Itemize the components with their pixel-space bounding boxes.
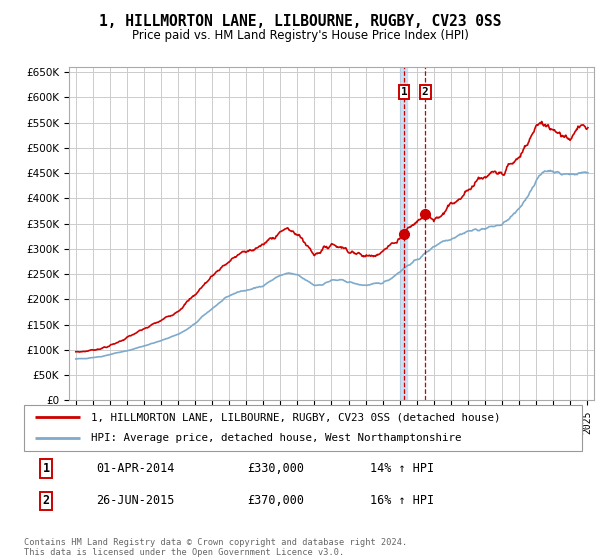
Text: £330,000: £330,000 <box>247 462 304 475</box>
Text: 01-APR-2014: 01-APR-2014 <box>97 462 175 475</box>
Text: Price paid vs. HM Land Registry's House Price Index (HPI): Price paid vs. HM Land Registry's House … <box>131 29 469 42</box>
Text: 14% ↑ HPI: 14% ↑ HPI <box>370 462 434 475</box>
Text: 1: 1 <box>401 87 407 97</box>
Text: £370,000: £370,000 <box>247 494 304 507</box>
Text: 26-JUN-2015: 26-JUN-2015 <box>97 494 175 507</box>
Text: 2: 2 <box>43 494 50 507</box>
FancyBboxPatch shape <box>24 405 582 451</box>
Text: Contains HM Land Registry data © Crown copyright and database right 2024.
This d: Contains HM Land Registry data © Crown c… <box>24 538 407 557</box>
Text: 16% ↑ HPI: 16% ↑ HPI <box>370 494 434 507</box>
Text: 1, HILLMORTON LANE, LILBOURNE, RUGBY, CV23 0SS: 1, HILLMORTON LANE, LILBOURNE, RUGBY, CV… <box>99 14 501 29</box>
Text: HPI: Average price, detached house, West Northamptonshire: HPI: Average price, detached house, West… <box>91 433 461 444</box>
Text: 1: 1 <box>43 462 50 475</box>
Text: 2: 2 <box>422 87 428 97</box>
Text: 1, HILLMORTON LANE, LILBOURNE, RUGBY, CV23 0SS (detached house): 1, HILLMORTON LANE, LILBOURNE, RUGBY, CV… <box>91 412 500 422</box>
